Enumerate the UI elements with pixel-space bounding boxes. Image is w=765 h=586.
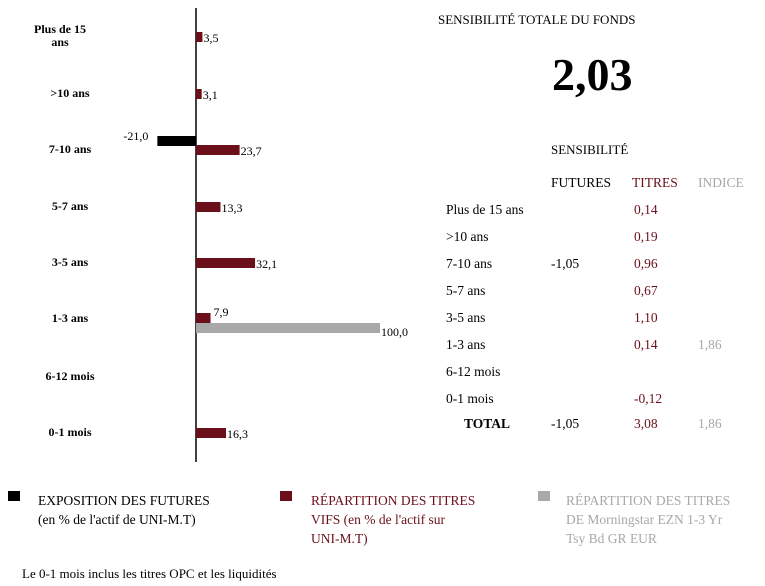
sensitivity-total-label: TOTAL	[464, 416, 511, 431]
maturity-bar-chart: -21,0 3,5 3,1 23,7 13,3 32,1 7,9 16,3 100,0	[123, 8, 408, 462]
sensitivity-total-titres: 3,08	[634, 416, 658, 431]
col-header-indice: INDICE	[698, 175, 744, 190]
sensitivity-row-label: 3-5 ans	[446, 310, 486, 325]
legend-futures-line-2: (en % de l'actif de UNI-M.T)	[38, 512, 196, 527]
category-label-line: 3-5 ans	[51, 254, 89, 269]
bar-value-label: 7,9	[214, 305, 229, 319]
legend-titres: RÉPARTITION DES TITRES VIFS (en % de l'a…	[311, 491, 475, 548]
category-label-line: 5-7 ans	[51, 198, 89, 213]
sensitivity-row-label: 6-12 mois	[446, 364, 501, 379]
bar-titres-2	[196, 145, 240, 155]
bar-value-label: 23,7	[241, 144, 262, 158]
legend-indice: RÉPARTITION DES TITRES DE Morningstar EZ…	[566, 491, 730, 548]
category-label-line: 0-1 mois	[48, 424, 92, 439]
legend-swatch-futures	[8, 491, 20, 501]
sensitivity-row-label: Plus de 15 ans	[446, 202, 524, 217]
bar-futures-2	[157, 136, 196, 146]
legend-titres-line-3: UNI-M.T)	[311, 531, 368, 546]
category-label-line: 1-3 ans	[51, 310, 89, 325]
sensitivity-total-indice: 1,86	[698, 416, 722, 431]
category-label-line: 7-10 ans	[48, 141, 92, 156]
sensitivity-titres-value: 0,14	[634, 202, 658, 217]
sensitivity-row-label: >10 ans	[446, 229, 489, 244]
category-label: Plus de 15 ans	[0, 23, 120, 49]
bar-indice-5	[196, 323, 380, 333]
category-label: 0-1 mois	[0, 424, 140, 439]
bar-value-label: 32,1	[256, 257, 277, 271]
sensitivity-titres-value: 0,67	[634, 283, 658, 298]
legend-swatch-titres	[280, 491, 292, 501]
legend-futures-line-1: EXPOSITION DES FUTURES	[38, 493, 210, 508]
sensitivity-titres-value: 1,10	[634, 310, 658, 325]
bar-value-label: -21,0	[123, 129, 148, 143]
legend-futures: EXPOSITION DES FUTURES (en % de l'actif …	[38, 491, 210, 529]
sensitivity-row-label: 0-1 mois	[446, 391, 494, 406]
sensitivity-row-label: 5-7 ans	[446, 283, 486, 298]
bar-titres-1	[196, 89, 202, 99]
bar-value-label: 100,0	[381, 325, 408, 339]
sensitivity-title: SENSIBILITÉ TOTALE DU FONDS	[438, 12, 636, 27]
sensitivity-subtitle: SENSIBILITÉ	[551, 142, 629, 157]
category-label: 3-5 ans	[0, 254, 140, 269]
category-label: >10 ans	[0, 85, 140, 100]
sensitivity-total-value: 2,03	[552, 49, 633, 100]
legend-titres-line-1: RÉPARTITION DES TITRES	[311, 493, 476, 508]
bar-titres-7	[196, 428, 226, 438]
sensitivity-titres-value: 0,19	[634, 229, 658, 244]
col-header-futures: FUTURES	[551, 175, 612, 190]
bar-titres-3	[196, 202, 221, 212]
sensitivity-row-label: 1-3 ans	[446, 337, 486, 352]
category-label: 5-7 ans	[0, 198, 140, 213]
category-label-line: >10 ans	[50, 85, 90, 100]
sensitivity-titres-value: 0,96	[634, 256, 658, 271]
bar-value-label: 3,1	[203, 88, 218, 102]
sensitivity-row-label: 7-10 ans	[446, 256, 493, 271]
category-label-line: ans	[51, 35, 69, 49]
bar-titres-0	[196, 32, 203, 42]
legend-titres-line-2: VIFS (en % de l'actif sur	[311, 512, 446, 527]
legend-indice-line-2: DE Morningstar EZN 1-3 Yr	[566, 512, 723, 527]
sensitivity-indice-value: 1,86	[698, 337, 722, 352]
category-label: 7-10 ans	[0, 141, 140, 156]
col-header-titres: TITRES	[632, 175, 678, 190]
sensitivity-titres-value: -0,12	[634, 391, 663, 406]
legend-swatch-indice	[538, 491, 550, 501]
sensitivity-total-futures: -1,05	[551, 416, 580, 431]
legend-indice-line-3: Tsy Bd GR EUR	[566, 531, 657, 546]
bar-titres-4	[196, 258, 256, 268]
bar-titres-5	[196, 313, 211, 323]
sensitivity-futures-value: -1,05	[551, 256, 580, 271]
category-label: 6-12 mois	[0, 368, 140, 383]
bar-value-label: 16,3	[227, 427, 248, 441]
sensitivity-titres-value: 0,14	[634, 337, 658, 352]
footnote: Le 0-1 mois inclus les titres OPC et les…	[22, 566, 277, 581]
bar-value-label: 3,5	[203, 31, 218, 45]
bar-value-label: 13,3	[221, 201, 242, 215]
category-label-line: Plus de 15	[33, 22, 86, 36]
legend-indice-line-1: RÉPARTITION DES TITRES	[566, 493, 731, 508]
category-label: 1-3 ans	[0, 310, 140, 325]
category-label-line: 6-12 mois	[45, 368, 95, 383]
